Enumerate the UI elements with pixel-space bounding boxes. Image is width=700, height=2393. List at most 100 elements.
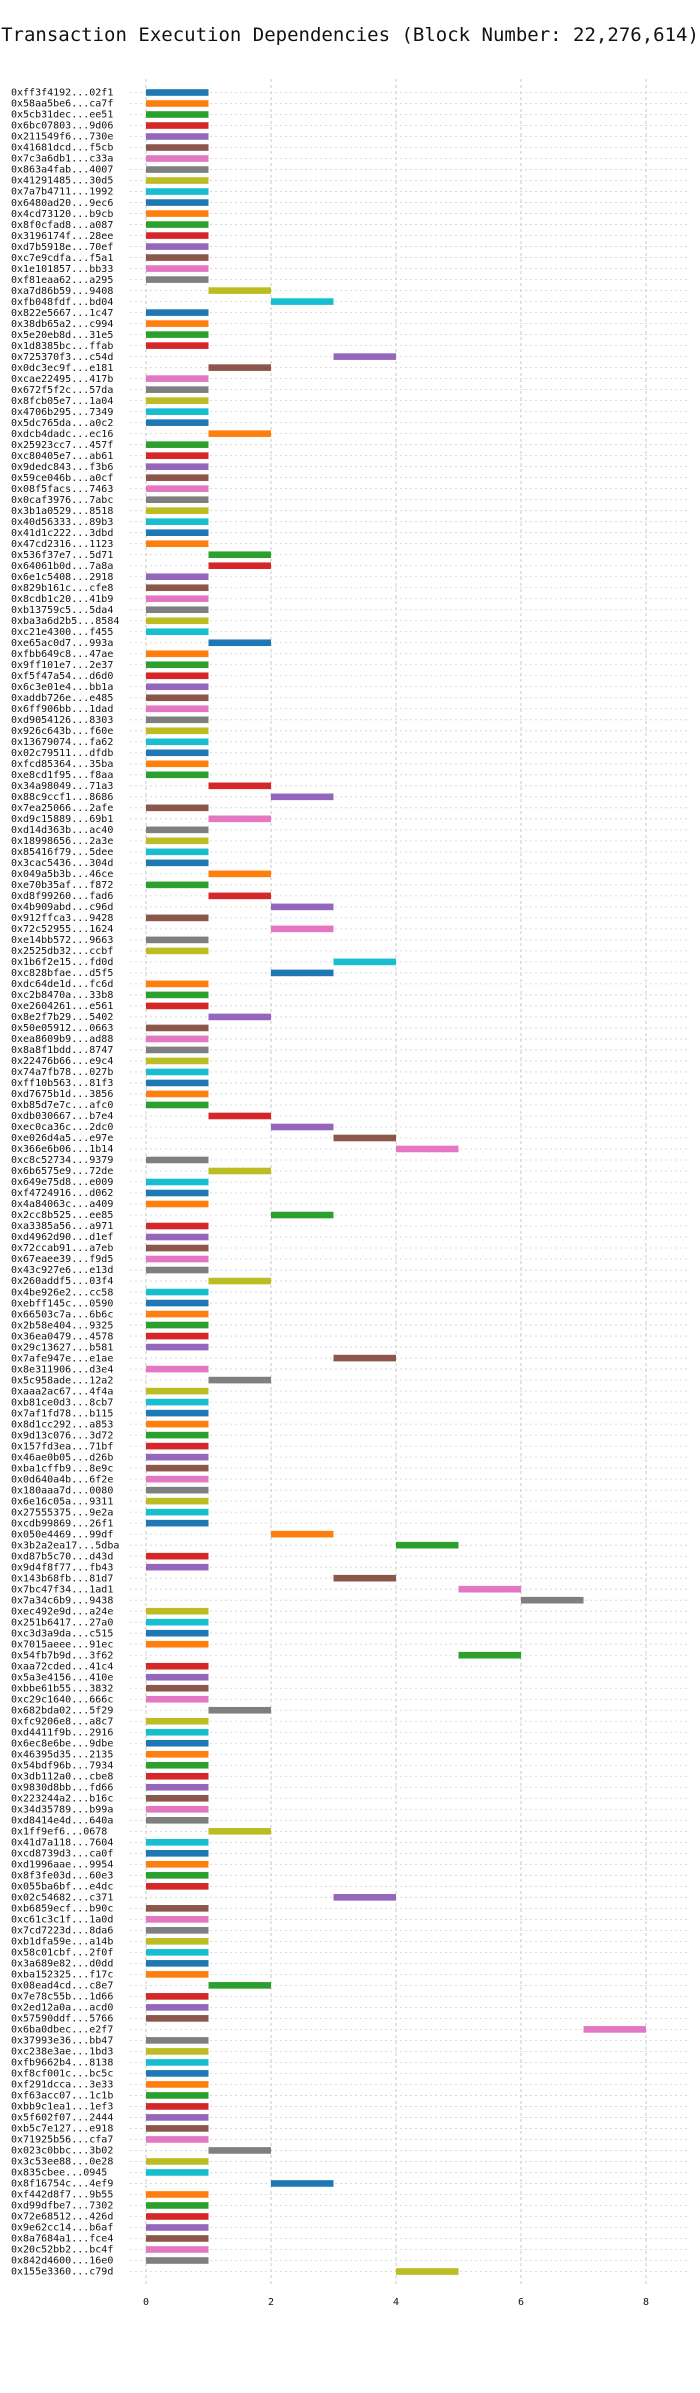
x-tick-label: 2: [268, 2297, 274, 2308]
y-tick-label: 0x649e75d8...e009: [11, 1177, 113, 1188]
y-tick-label: 0x260addf5...03f4: [11, 1276, 113, 1287]
transaction-bar: [146, 232, 209, 239]
chart-title: Transaction Execution Dependencies (Bloc…: [1, 24, 699, 46]
y-tick-label: 0x211549f6...730e: [11, 132, 113, 143]
y-tick-label: 0x02c79511...dfdb: [11, 748, 113, 759]
y-tick-label: 0x7015aeee...91ec: [11, 1639, 113, 1650]
transaction-bar: [146, 1816, 209, 1824]
transaction-bar: [146, 1662, 209, 1670]
y-tick-label: 0x1b6f2e15...fd0d: [11, 957, 113, 968]
y-tick-label: 0x58c01cbf...2f0f: [11, 1948, 113, 1959]
transaction-bar: [333, 958, 396, 966]
transaction-bar: [146, 1310, 209, 1318]
y-tick-label: 0x54bdf96b...7934: [11, 1760, 113, 1771]
y-tick-label: 0x8e311906...d3e4: [11, 1364, 113, 1375]
y-tick-label: 0x57590ddf...5766: [11, 2014, 113, 2025]
y-tick-label: 0x5c958ade...12a2: [11, 1375, 113, 1386]
x-tick-label: 0: [143, 2297, 149, 2308]
y-tick-label: 0x155e3360...c79d: [11, 2267, 113, 2278]
transaction-bar: [146, 980, 209, 988]
transaction-bar: [146, 397, 209, 404]
transaction-bar: [146, 2015, 209, 2022]
y-tick-label: 0x7bc47f34...1ad1: [11, 1584, 113, 1595]
transaction-bar: [146, 2191, 209, 2198]
transaction-bar: [146, 1563, 209, 1571]
transaction-bar: [146, 1101, 209, 1109]
y-tick-label: 0x6bc07803...9d06: [11, 121, 113, 132]
y-tick-label: 0x682bda02...5f29: [11, 1705, 113, 1716]
transaction-bar: [333, 353, 396, 360]
y-tick-label: 0x6480ad20...9ec6: [11, 198, 113, 209]
transaction-bar: [146, 2004, 209, 2011]
y-tick-label: 0xd8f99260...fad6: [11, 891, 113, 902]
transaction-bar: [146, 2235, 209, 2242]
transaction-bar: [146, 1442, 209, 1450]
x-tick-label: 4: [393, 2297, 399, 2308]
y-tick-label: 0x4be926e2...cc58: [11, 1287, 113, 1298]
transaction-bar: [146, 1090, 209, 1098]
y-tick-label: 0xf63acc07...1c1b: [11, 2091, 113, 2102]
y-tick-label: 0x8f16754c...4ef9: [11, 2179, 113, 2190]
transaction-bar: [146, 1024, 209, 1032]
transaction-bar: [146, 177, 209, 184]
transaction-bar: [146, 2092, 209, 2099]
y-tick-label: 0x842d4600...16e0: [11, 2256, 113, 2267]
y-tick-label: 0x8fcb05e7...1a04: [11, 396, 113, 407]
y-tick-label: 0x18998656...2a3e: [11, 836, 113, 847]
y-tick-label: 0xd1996aae...9954: [11, 1860, 113, 1871]
y-tick-label: 0xc80405e7...ab61: [11, 451, 113, 462]
transaction-bar: [208, 815, 271, 823]
y-tick-label: 0xba152325...f17c: [11, 1970, 113, 1981]
transaction-bar: [146, 122, 209, 129]
y-tick-label: 0x829b161c...cfe8: [11, 583, 113, 594]
y-tick-label: 0x08f5facs...7463: [11, 484, 113, 495]
y-tick-label: 0x34a98049...71a3: [11, 781, 113, 792]
y-tick-label: 0xb1dfa59e...a14b: [11, 1937, 113, 1948]
transaction-bar: [208, 870, 271, 878]
transaction-bar: [146, 485, 209, 492]
transaction-bar: [333, 1354, 396, 1362]
transaction-bar: [146, 441, 209, 448]
transaction-bar: [146, 1772, 209, 1780]
transaction-bar: [146, 1640, 209, 1648]
transaction-bar: [396, 2268, 459, 2275]
transaction-bar: [146, 1244, 209, 1252]
y-tick-label: 0xba3a6d2b5...8584: [11, 616, 119, 627]
y-tick-label: 0xb85d7e7c...afc0: [11, 1100, 113, 1111]
transaction-bar: [146, 540, 209, 548]
transaction-bar: [208, 364, 271, 371]
transaction-bar: [521, 1596, 584, 1604]
transaction-bar: [271, 2180, 334, 2187]
y-tick-label: 0x2ed12a0a...acd0: [11, 2003, 113, 2014]
y-tick-label: 0x46ae0b05...d26b: [11, 1452, 113, 1463]
transaction-bar: [208, 1827, 271, 1835]
transaction-bar: [333, 1134, 396, 1142]
transaction-bar: [146, 804, 209, 812]
transaction-bar: [146, 584, 209, 592]
y-tick-label: 0x536f37e7...5d71: [11, 550, 113, 561]
transaction-bar: [396, 1541, 459, 1549]
y-tick-label: 0x672f5f2c...57da: [11, 385, 113, 396]
y-tick-label: 0x912ffca3...9428: [11, 913, 113, 924]
transaction-bar: [146, 1783, 209, 1791]
y-tick-label: 0x74a7fb78...027b: [11, 1067, 113, 1078]
y-tick-label: 0x1e101857...bb33: [11, 264, 113, 275]
y-tick-label: 0x7cd7223d...8da6: [11, 1926, 113, 1937]
y-tick-label: 0x7afe947e...e1ae: [11, 1353, 113, 1364]
y-tick-label: 0x72c52955...1624: [11, 924, 113, 935]
transaction-bar: [208, 782, 271, 790]
y-tick-label: 0x8f3fe03d...60e3: [11, 1871, 113, 1882]
transaction-bar: [146, 2202, 209, 2209]
y-tick-label: 0xf4724916...d062: [11, 1188, 113, 1199]
transaction-bar: [146, 1398, 209, 1406]
transaction-bar: [271, 793, 334, 801]
y-tick-label: 0x835cbee...0945: [11, 2168, 107, 2179]
transaction-bar: [146, 199, 209, 206]
y-tick-label: 0xaaa2ac67...4f4a: [11, 1386, 113, 1397]
transaction-bar: [146, 518, 209, 525]
y-tick-label: 0x37993e36...bb47: [11, 2036, 113, 2047]
y-tick-label: 0x6e1c5408...2918: [11, 572, 113, 583]
y-tick-label: 0x25923cc7...457f: [11, 440, 113, 451]
transaction-bar: [146, 1222, 209, 1230]
